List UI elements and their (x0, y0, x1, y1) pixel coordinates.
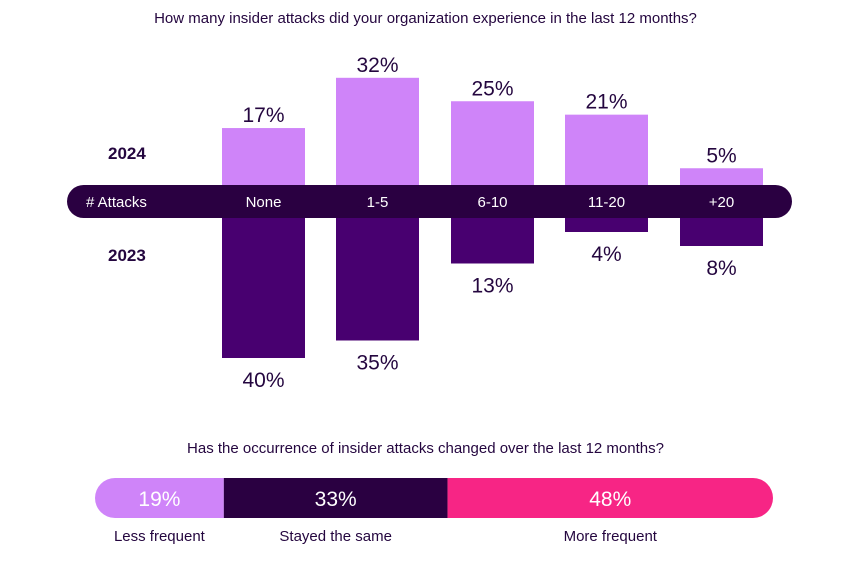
segment-category-label: Stayed the same (279, 528, 392, 545)
bar-2024-None (222, 128, 305, 195)
segment-stayed-the-same (223, 478, 448, 518)
category-labels: None 1-5 6-10 11-20 +20 (246, 194, 735, 211)
segment-more-frequent (447, 478, 773, 518)
category-band (67, 185, 792, 218)
category-label: 6-10 (477, 194, 507, 211)
category-label: None (246, 194, 282, 211)
category-label: 11-20 (588, 194, 625, 211)
bar-2024-1-5 (336, 77, 419, 195)
segment-category-label: Less frequent (114, 528, 206, 545)
value-label-2024: 32% (356, 54, 398, 77)
value-label-2024: 25% (471, 77, 513, 100)
value-label-2024: 21% (585, 91, 627, 114)
value-label-2023: 40% (242, 369, 284, 392)
segment-value-label: 19% (138, 488, 180, 511)
axis-label-attacks: # Attacks (86, 194, 147, 211)
value-label-2024: 17% (242, 104, 284, 127)
bar-2024-11-20 (565, 114, 648, 195)
segment-less-frequent (95, 478, 224, 518)
chart-title-attacks: How many insider attacks did your organi… (154, 10, 697, 27)
bar-2023-1-5 (336, 208, 419, 341)
category-label: +20 (709, 194, 734, 211)
segment-category-label: More frequent (564, 528, 658, 545)
value-label-2023: 35% (356, 352, 398, 375)
legend-2024: 2024 (108, 144, 146, 163)
bar-2024-6-10 (451, 101, 534, 195)
category-label: 1-5 (367, 194, 389, 211)
value-label-2024: 5% (706, 144, 736, 167)
series-2024 (222, 77, 763, 195)
bar-2023-None (222, 208, 305, 358)
value-label-2023: 4% (591, 243, 621, 266)
segment-value-label: 48% (589, 488, 631, 511)
stacked-bar (95, 478, 773, 518)
stacked-labels: 19% Less frequent 33% Stayed the same 48% Mor… (114, 488, 658, 545)
value-label-2023: 13% (471, 275, 513, 298)
value-labels: 17% 40% 32% 35% 25% 13% 21% 4% 5% 8% (242, 54, 736, 392)
legend-2023: 2023 (108, 246, 146, 265)
chart-title-change: Has the occurrence of insider attacks ch… (187, 440, 664, 457)
value-label-2023: 8% (706, 257, 736, 280)
segment-value-label: 33% (315, 488, 357, 511)
